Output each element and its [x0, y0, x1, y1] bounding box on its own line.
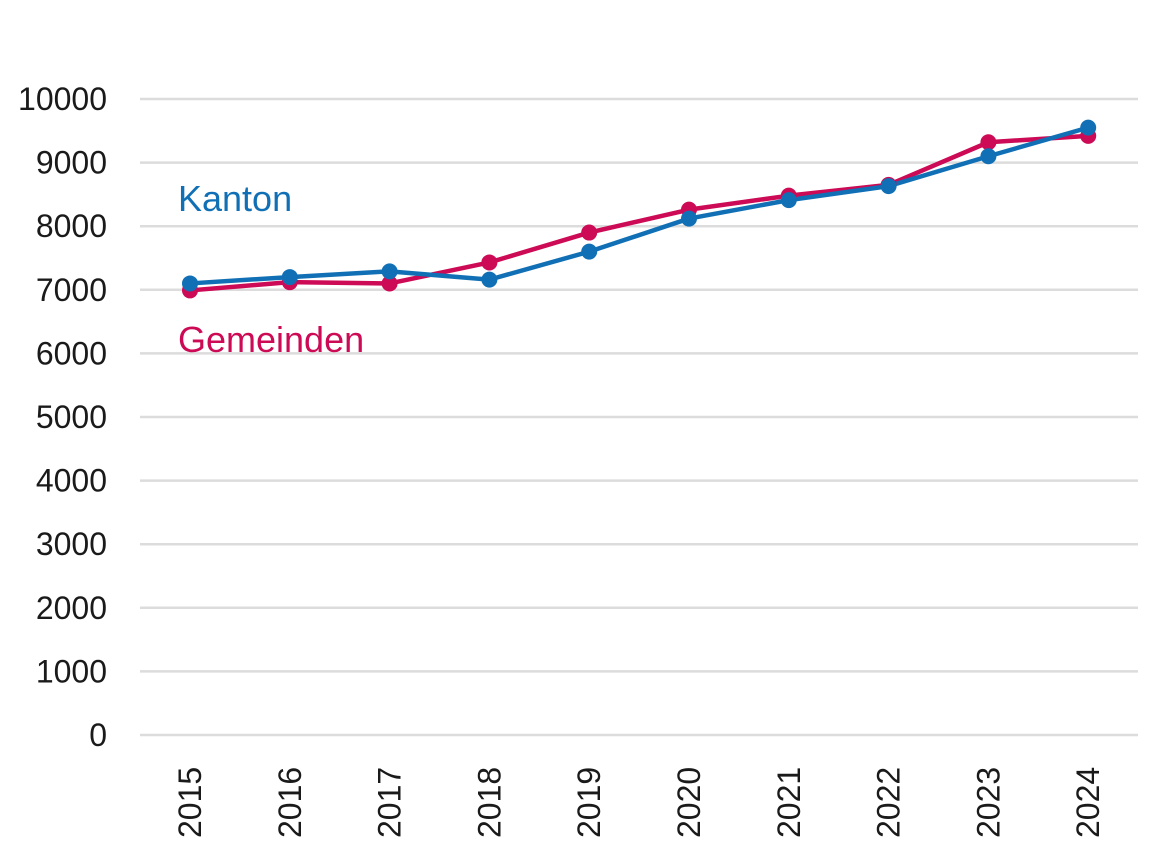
x-tick-label: 2019: [571, 767, 607, 838]
x-tick-label: 2016: [272, 767, 308, 838]
y-axis-ticks: 0 1000 2000 3000 4000 5000 6000 7000 8000 9000 100…: [18, 81, 107, 753]
x-tick-label: 2023: [970, 767, 1006, 838]
x-tick-label: 2021: [771, 767, 807, 838]
y-tick-label: 3000: [36, 526, 107, 562]
x-tick-label: 2017: [372, 767, 408, 838]
data-point-gemeinden-2018: [481, 254, 498, 271]
series-line-gemeinden: [187, 133, 1091, 293]
y-tick-label: 7000: [36, 272, 107, 308]
data-point-kanton-2017: [381, 263, 398, 280]
y-tick-label: 10000: [18, 81, 107, 117]
x-tick-label: 2020: [671, 767, 707, 838]
data-point-kanton-2021: [780, 192, 797, 209]
y-tick-label: 0: [89, 717, 107, 753]
y-tick-label: 6000: [36, 335, 107, 371]
data-point-kanton-2020: [681, 210, 697, 227]
y-tick-label: 5000: [36, 399, 107, 435]
data-point-gemeinden-2019: [581, 224, 598, 241]
series-points: [182, 119, 1097, 299]
x-tick-label: 2015: [172, 767, 208, 838]
data-point-kanton-2016: [281, 269, 298, 286]
data-point-gemeinden-2017: [381, 275, 398, 292]
series-lines: [187, 125, 1091, 293]
data-point-kanton-2023: [980, 148, 997, 165]
x-tick-label: 2024: [1070, 767, 1106, 838]
data-point-kanton-2019: [581, 243, 598, 260]
data-point-kanton-2024: [1080, 119, 1097, 136]
data-point-kanton-2015: [182, 275, 198, 292]
y-tick-label: 4000: [36, 463, 107, 499]
y-tick-label: 1000: [36, 653, 107, 689]
x-tick-label: 2022: [871, 767, 907, 838]
y-tick-label: 9000: [36, 145, 107, 181]
data-point-kanton-2018: [481, 271, 498, 288]
data-point-gemeinden-2023: [980, 134, 997, 151]
series-line-kanton: [187, 125, 1091, 286]
data-point-kanton-2022: [880, 178, 897, 195]
series-label-kanton: Kanton: [178, 178, 292, 219]
y-tick-label: 8000: [36, 208, 107, 244]
series-label-gemeinden: Gemeinden: [178, 319, 364, 360]
x-axis-ticks: 2015 2016 2017 2018 2019 2020 2021 2022 2023 2024: [172, 767, 1106, 838]
y-tick-label: 2000: [36, 590, 107, 626]
x-tick-label: 2018: [471, 767, 507, 838]
